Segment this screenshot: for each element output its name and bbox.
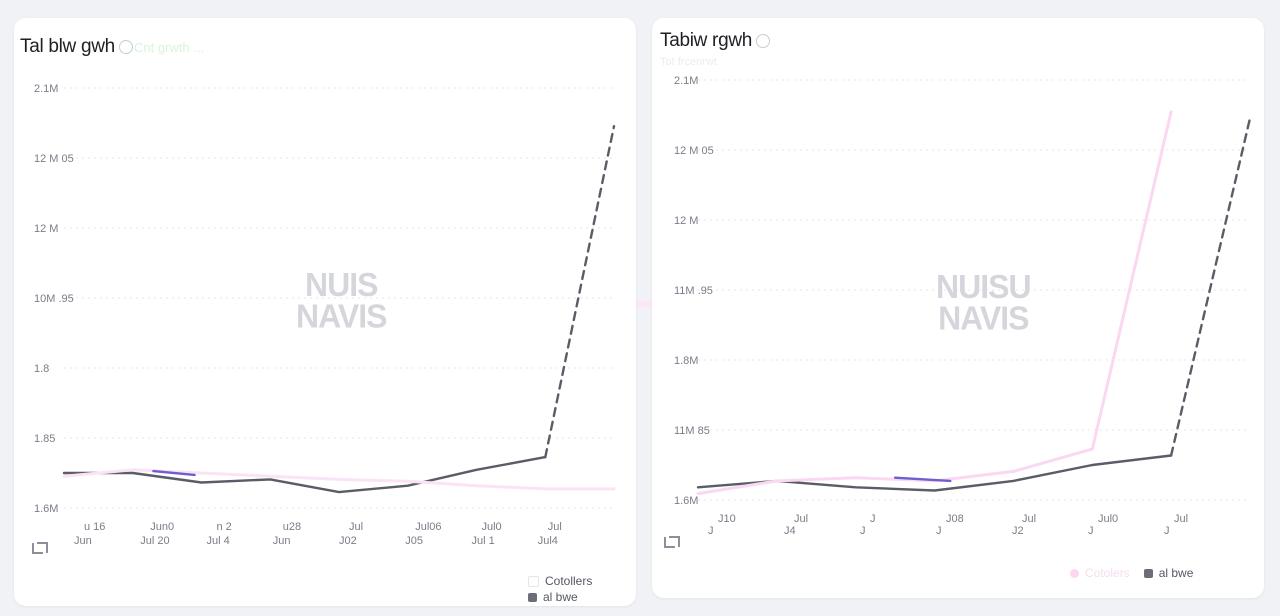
x-tick-label: u 16 (84, 521, 105, 533)
x-tick-label: Jul0 (1098, 513, 1118, 525)
x-tick-label: Jul0 (482, 521, 502, 533)
x-tick-label: J4 (784, 525, 796, 537)
x-tick-label: Jul (794, 513, 808, 525)
legend-item[interactable]: al bwe (1143, 566, 1194, 580)
x-tick-label: Jun (273, 535, 291, 547)
x-tick-label: Jul 1 (472, 535, 495, 547)
y-tick-label: 11M .95 (674, 285, 713, 297)
y-tick-label: 1.6M (34, 503, 58, 515)
y-tick-label: 1.8M (674, 355, 698, 367)
legend-item[interactable]: Cotollers (528, 574, 592, 588)
legend-swatch (1070, 568, 1079, 578)
x-tick-label: u28 (283, 521, 301, 533)
chart-card-left: Tal blw gwh Cnt grwth ... 2.1M 12 M 05 12 … (14, 18, 636, 606)
x-tick-label: n 2 (217, 521, 232, 533)
series-line (544, 125, 616, 459)
x-tick-label: J (1164, 525, 1170, 537)
x-tick-label: Jul06 (415, 521, 441, 533)
x-tick-label: Jul 20 (140, 535, 169, 547)
y-tick-label: 1.85 (34, 433, 55, 445)
x-tick-label: Jun (74, 535, 92, 547)
legend-label: Cotollers (545, 574, 593, 588)
series-line (62, 455, 547, 494)
y-tick-label: 12 M (34, 223, 58, 235)
series-line (893, 476, 952, 483)
watermark-line-2: NAVIS (938, 298, 1029, 337)
x-tick-label: Jul 4 (207, 535, 230, 547)
watermark-logo: NUIS NAVIS (296, 265, 387, 335)
legend-swatch (528, 592, 537, 602)
x-tick-label: Jul (548, 521, 562, 533)
card-title-text: Tabiw rgwh (660, 30, 753, 51)
x-tick-label: Jul (1022, 513, 1036, 525)
x-tick-label: Jul (349, 521, 363, 533)
x-tick-label: Jul4 (538, 535, 558, 547)
x-tick-label: J (708, 525, 714, 537)
watermark-line-2: NAVIS (296, 296, 387, 335)
series-line (696, 110, 1173, 496)
legend-swatch (1143, 568, 1153, 578)
series-line (1169, 117, 1252, 457)
x-tick-label: J05 (405, 535, 423, 547)
info-icon[interactable] (756, 34, 771, 48)
expand-icon[interactable] (664, 536, 680, 548)
legend-label: al bwe (1158, 566, 1194, 580)
watermark-logo: NUISU NAVIS (936, 267, 1032, 337)
series-line (62, 468, 616, 491)
x-tick-label: Jun0 (150, 521, 174, 533)
y-tick-label: 2.1M (34, 83, 58, 95)
x-tick-label: J10 (718, 513, 736, 525)
x-tick-label: J08 (946, 513, 964, 525)
y-tick-label: 2.1M (674, 75, 698, 87)
legend-item[interactable]: Cotolers (1070, 566, 1130, 580)
x-tick-label: J02 (339, 535, 357, 547)
card-subtitle: Tot frcenrwt (660, 56, 717, 68)
line-chart: 2.1M 12 M 05 12 M 11M .95 1.8M 11M 85 1.6M J10 J… (674, 75, 1252, 537)
series-line (152, 469, 196, 477)
card-title: Tabiw rgwh (660, 30, 771, 52)
x-tick-label: Jul (1174, 513, 1188, 525)
y-tick-label: 12 M 05 (674, 145, 714, 157)
y-tick-label: 12 M (674, 215, 698, 227)
y-tick-label: 1.8 (34, 363, 49, 375)
expand-icon[interactable] (32, 542, 48, 554)
y-tick-label: 10M .95 (34, 293, 74, 305)
series-line (696, 454, 1173, 492)
line-chart: 2.1M 12 M 05 12 M 10M .95 1.8 1.85 1.6M u 16 Jun… (34, 83, 616, 547)
x-tick-label: J (870, 513, 876, 525)
info-icon[interactable] (118, 40, 133, 54)
watermark-line-1: NUIS (304, 265, 378, 304)
y-tick-label: 12 M 05 (34, 153, 74, 165)
chart-card-right: Tabiw rgwh Tot frcenrwt 2.1M 12 M 05 12 M 1… (652, 18, 1264, 598)
x-tick-label: J (936, 525, 942, 537)
x-tick-label: J (1088, 525, 1094, 537)
legend-label: Cotolers (1085, 566, 1130, 580)
y-tick-label: 11M 85 (674, 425, 710, 437)
card-title-text: Tal blw gwh (20, 36, 115, 57)
x-tick-label: J2 (1012, 525, 1024, 537)
chart-legend: Cotollers al bwe (528, 574, 592, 604)
y-tick-label: 1.6M (674, 495, 698, 507)
card-subtitle: Cnt grwth ... (134, 40, 205, 55)
legend-item[interactable]: al bwe (528, 590, 592, 604)
chart-legend: Cotolers al bwe (1070, 566, 1193, 580)
legend-swatch (528, 575, 539, 587)
watermark-line-1: NUISU (936, 267, 1032, 306)
x-tick-label: J (860, 525, 866, 537)
legend-label: al bwe (543, 590, 578, 604)
card-title: Tal blw gwh (20, 36, 133, 58)
